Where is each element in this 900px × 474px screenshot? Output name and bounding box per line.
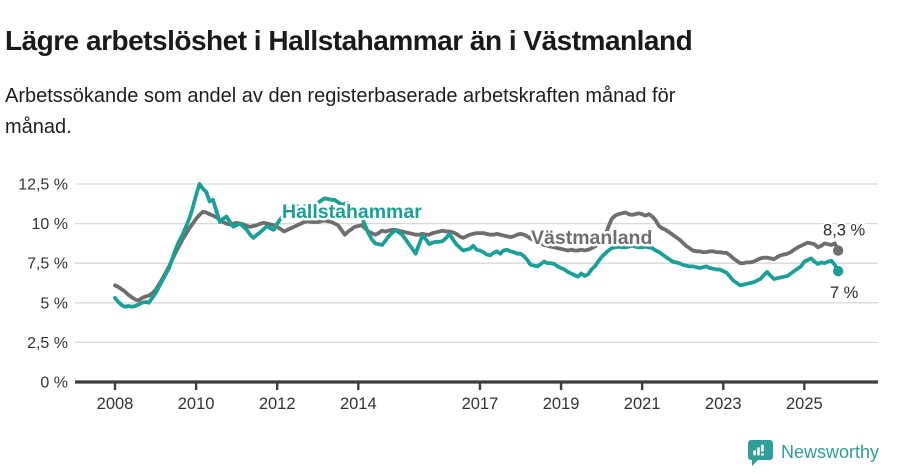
hallstahammar-line bbox=[113, 182, 840, 309]
x-tick-label: 2025 bbox=[786, 395, 823, 413]
x-tick-label: 2021 bbox=[624, 395, 661, 413]
x-tick-label: 2017 bbox=[462, 395, 499, 413]
newsworthy-logo-icon bbox=[747, 439, 773, 466]
subtitle-line-2: månad. bbox=[5, 116, 72, 138]
vstmanland-series-label: Västmanland bbox=[531, 227, 652, 249]
brand-name: Newsworthy bbox=[780, 442, 879, 462]
x-tick-label: 2010 bbox=[178, 395, 215, 413]
hallstahammar-end-value-label: 7 % bbox=[830, 284, 859, 302]
y-tick-label: 0 % bbox=[40, 375, 68, 392]
x-tick-label: 2012 bbox=[259, 395, 296, 413]
y-tick-label: 5 % bbox=[40, 295, 68, 312]
subtitle-line-1: Arbetssökande som andel av den registerb… bbox=[5, 85, 676, 107]
x-tick-label: 2023 bbox=[705, 395, 742, 413]
newsworthy-branding: Newsworthy bbox=[747, 439, 879, 466]
y-tick-label: 12,5 % bbox=[18, 177, 68, 194]
hallstahammar-end-dot bbox=[832, 265, 844, 277]
page-title: Lägre arbetslöshet i Hallstahammar än i … bbox=[5, 24, 693, 56]
y-tick-label: 10 % bbox=[32, 216, 68, 233]
vstmanland-end-dot bbox=[832, 245, 844, 256]
hallstahammar-series-label: Hallstahammar bbox=[282, 201, 422, 223]
x-tick-label: 2019 bbox=[543, 395, 580, 413]
y-tick-label: 2,5 % bbox=[27, 335, 68, 352]
y-tick-label: 7,5 % bbox=[27, 256, 68, 273]
x-tick-label: 2014 bbox=[340, 395, 377, 413]
vstmanland-end-value-label: 8,3 % bbox=[823, 222, 866, 240]
x-tick-label: 2008 bbox=[97, 395, 134, 413]
chart-subtitle: Arbetssökande som andel av den registerb… bbox=[5, 81, 865, 143]
vstmanland-line bbox=[113, 209, 840, 303]
